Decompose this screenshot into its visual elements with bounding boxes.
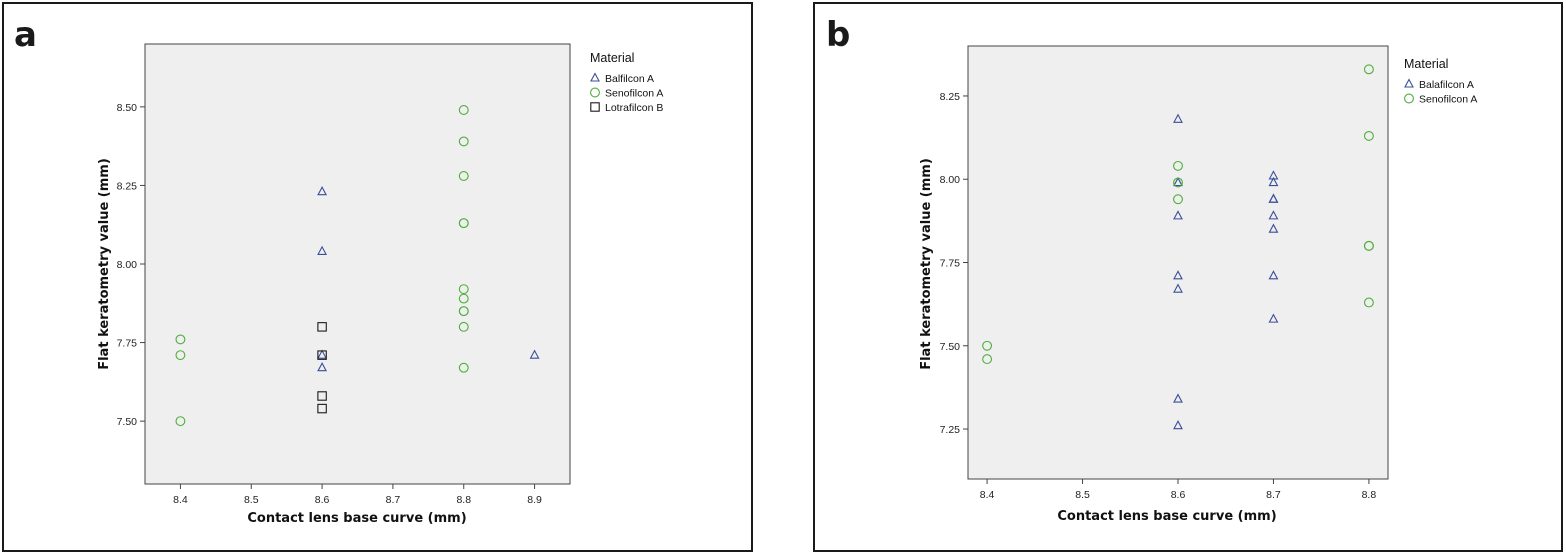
x-tick-label-a: 8.4 [173, 494, 188, 506]
legend-label-senofilcon-a: Senofilcon A [1419, 94, 1477, 106]
data-point-senofilcon-a [1173, 177, 1183, 188]
data-point-balfilcon-a [317, 186, 328, 196]
x-tick-label-b: 8.7 [1266, 489, 1281, 501]
x-tick-label-b: 8.6 [1171, 489, 1186, 501]
y-axis-label-a: Flat keratometry value (mm) [97, 158, 112, 370]
x-tick-label-b: 8.5 [1075, 489, 1090, 501]
data-point-lotrafilcon-b [317, 350, 327, 360]
x-tick-label-b: 8.8 [1362, 489, 1377, 501]
data-point-balafilcon-a [1173, 283, 1183, 293]
x-axis-label-b: Contact lens base curve (mm) [1057, 509, 1276, 524]
plot-area-a [144, 43, 571, 485]
axis-ticks-b: 8.4 8.5 8.6 8.7 8.8 7.25 7.50 7.75 8.00 8.25 [940, 91, 1377, 501]
data-point-balafilcon-a [1173, 176, 1183, 187]
data-point-senofilcon-a [982, 354, 993, 365]
legend-label-lotrafilcon-b: Lotrafilcon B [605, 102, 663, 114]
data-point-balafilcon-a [1173, 420, 1183, 430]
data-point-balafilcon-a [1173, 393, 1183, 403]
data-point-senofilcon-a [1363, 297, 1374, 308]
y-tick-label-b: 7.75 [940, 258, 961, 270]
panel-b: b 8.4 8.5 8.6 8.7 8.8 7.25 7.50 7.75 8.00 8.25 Co… [813, 2, 1563, 552]
data-point-balafilcon-a [1268, 176, 1279, 187]
legend-b: Material Balafilcon A Senofilcon A [1404, 57, 1477, 106]
data-points-a [175, 105, 540, 427]
y-tick-label-a: 8.25 [117, 180, 138, 192]
data-point-senofilcon-a [1173, 160, 1183, 171]
panel-b-letter: b [826, 15, 850, 55]
x-tick-label-a: 8.5 [244, 494, 259, 506]
axis-ticks-a: 8.4 8.5 8.6 8.7 8.8 8.9 7.50 7.75 8.00 8.25 8.50 [117, 102, 542, 506]
data-point-senofilcon-a [458, 293, 469, 304]
x-tick-label-b: 8.4 [980, 489, 995, 501]
data-point-lotrafilcon-b [317, 322, 327, 332]
legend-label-senofilcon-a: Senofilcon A [605, 88, 663, 100]
data-point-senofilcon-a [1363, 64, 1374, 75]
y-tick-label-a: 8.00 [117, 259, 138, 271]
data-point-balafilcon-a [1268, 313, 1279, 323]
data-point-balafilcon-a [1268, 210, 1279, 220]
panel-a-letter: a [14, 15, 37, 55]
data-point-senofilcon-a [458, 105, 469, 115]
x-tick-label-a: 8.7 [386, 494, 401, 506]
data-point-senofilcon-a [1363, 240, 1374, 251]
y-tick-label-b: 7.25 [940, 424, 961, 436]
data-point-senofilcon-a [458, 321, 469, 332]
x-tick-label-a: 8.8 [456, 494, 471, 506]
plot-area-b [967, 45, 1389, 480]
data-point-balafilcon-a [1268, 270, 1279, 280]
y-tick-label-b: 7.50 [940, 341, 961, 353]
y-tick-label-b: 8.25 [940, 91, 961, 103]
legend-a: Material Balfilcon A Senofilcon A Lotrafil… [590, 51, 663, 114]
data-point-balafilcon-a [1268, 193, 1279, 203]
data-point-senofilcon-a [458, 306, 469, 317]
data-point-senofilcon-a [458, 218, 469, 229]
data-point-balafilcon-a [1173, 113, 1183, 123]
data-point-senofilcon-a [982, 340, 993, 351]
data-point-senofilcon-a [458, 362, 469, 373]
legend-title-b: Material [1404, 57, 1448, 71]
y-axis-label-b: Flat keratometry value (mm) [919, 158, 934, 370]
data-point-balfilcon-a [529, 349, 540, 359]
legend-label-balafilcon-a: Balafilcon A [1419, 79, 1474, 91]
x-tick-label-a: 8.9 [527, 494, 542, 506]
data-point-senofilcon-a [1363, 130, 1374, 141]
y-tick-label-a: 8.50 [117, 102, 138, 114]
legend-marker-balafilcon-a [1404, 78, 1414, 88]
data-point-senofilcon-a [175, 350, 186, 361]
legend-marker-lotrafilcon-b [590, 102, 600, 112]
panel-a: a 8.4 8.5 8.6 8.7 8.8 8.9 7.50 7.75 8.00 8.25 8.50… [2, 2, 753, 552]
data-point-balafilcon-a [1173, 210, 1183, 220]
y-tick-label-b: 8.00 [940, 174, 961, 186]
legend-marker-senofilcon-a [590, 87, 600, 98]
data-point-senofilcon-a [458, 136, 469, 147]
data-points-b [982, 64, 1374, 430]
legend-title-a: Material [590, 51, 634, 65]
data-point-senofilcon-a [175, 416, 186, 427]
legend-marker-senofilcon-a [1404, 93, 1414, 104]
data-point-balafilcon-a [1268, 223, 1279, 233]
y-tick-label-a: 7.75 [117, 338, 138, 350]
data-point-lotrafilcon-b [317, 391, 327, 401]
x-tick-label-a: 8.6 [315, 494, 330, 506]
data-point-balfilcon-a [317, 362, 328, 372]
data-point-senofilcon-a [458, 284, 469, 295]
data-point-senofilcon-a [458, 171, 469, 181]
x-axis-label-a: Contact lens base curve (mm) [247, 511, 466, 526]
data-point-balfilcon-a [317, 245, 328, 255]
data-point-lotrafilcon-b [317, 403, 327, 414]
data-point-senofilcon-a [175, 334, 186, 345]
legend-marker-balfilcon-a [590, 72, 600, 82]
data-point-senofilcon-a [1173, 194, 1183, 205]
y-tick-label-a: 7.50 [117, 416, 138, 428]
data-point-balafilcon-a [1173, 270, 1183, 280]
data-point-balfilcon-a [317, 349, 328, 359]
legend-label-balfilcon-a: Balfilcon A [605, 73, 654, 85]
